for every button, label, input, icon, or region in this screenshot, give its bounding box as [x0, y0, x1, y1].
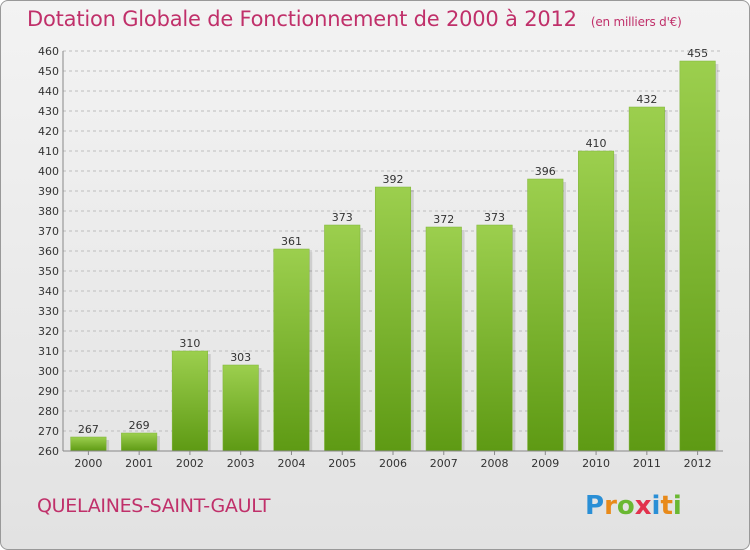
y-axis: 260 270 280 290 300 310 320 330 340 350 360 370 380 3…	[38, 45, 64, 458]
bar-value-label: 269	[129, 419, 150, 432]
x-tick-label: 2006	[379, 457, 407, 470]
bar-value-label: 373	[484, 211, 505, 224]
bar-value-label: 267	[78, 423, 99, 436]
y-tick-label: 370	[38, 225, 59, 238]
bar-2004[interactable]	[273, 248, 310, 452]
y-tick-label: 330	[38, 305, 59, 318]
bar-2002[interactable]	[171, 350, 208, 452]
x-tick-label: 2001	[125, 457, 153, 470]
x-tick-label: 2002	[176, 457, 204, 470]
chart-title-text: Dotation Globale de Fonctionnement de 20…	[27, 7, 577, 31]
y-tick-label: 350	[38, 265, 59, 278]
x-tick-label: 2011	[633, 457, 661, 470]
y-tick-label: 270	[38, 425, 59, 438]
bar-value-label: 373	[332, 211, 353, 224]
x-tick-label: 2003	[227, 457, 255, 470]
bar-2008[interactable]	[476, 224, 513, 452]
bar-value-label: 310	[179, 337, 200, 350]
proxiti-logo[interactable]: Proxiti	[585, 491, 682, 521]
commune-name: QUELAINES-SAINT-GAULT	[37, 495, 271, 517]
bar-value-label: 396	[535, 165, 556, 178]
x-tick-label: 2007	[430, 457, 458, 470]
y-tick-label: 420	[38, 125, 59, 138]
x-tick-label: 2010	[582, 457, 610, 470]
y-tick-label: 340	[38, 285, 59, 298]
bar-2012[interactable]	[679, 60, 716, 452]
y-tick-label: 430	[38, 105, 59, 118]
bar-2005[interactable]	[324, 224, 361, 452]
y-tick-label: 410	[38, 145, 59, 158]
bar-2006[interactable]	[374, 186, 412, 452]
bar-value-label: 432	[636, 93, 657, 106]
y-tick-label: 320	[38, 325, 59, 338]
bar-2011[interactable]	[628, 106, 665, 452]
x-tick-label: 2000	[74, 457, 102, 470]
y-tick-label: 380	[38, 205, 59, 218]
x-tick-label: 2008	[481, 457, 509, 470]
x-tick-label: 2012	[684, 457, 712, 470]
bar-2000[interactable]	[70, 436, 107, 452]
y-tick-label: 360	[38, 245, 59, 258]
bar-value-label: 410	[586, 137, 607, 150]
bar-value-label: 392	[383, 173, 404, 186]
y-tick-label: 400	[38, 165, 59, 178]
bar-2010[interactable]	[578, 150, 615, 452]
x-tick-label: 2004	[277, 457, 305, 470]
bar-value-label: 361	[281, 235, 302, 248]
bar-2009[interactable]	[527, 178, 564, 452]
bar-2001[interactable]	[121, 432, 158, 452]
y-tick-label: 460	[38, 45, 59, 58]
x-tick-label: 2009	[531, 457, 559, 470]
y-tick-label: 300	[38, 365, 59, 378]
y-tick-label: 440	[38, 85, 59, 98]
y-tick-label: 390	[38, 185, 59, 198]
bar-value-label: 303	[230, 351, 251, 364]
y-tick-label: 310	[38, 345, 59, 358]
chart-title: Dotation Globale de Fonctionnement de 20…	[27, 7, 682, 31]
bar-2007[interactable]	[425, 226, 462, 452]
y-tick-label: 450	[38, 65, 59, 78]
y-tick-label: 260	[38, 445, 59, 458]
chart-subtitle: (en milliers d'€)	[590, 15, 682, 29]
bar-value-label: 455	[687, 47, 708, 60]
bar-value-label: 372	[433, 213, 454, 226]
y-tick-label: 290	[38, 385, 59, 398]
bars: 267 269 310 303 361 373 392 372 373 396 410 432 455	[70, 47, 719, 452]
bar-2003[interactable]	[222, 364, 259, 452]
y-tick-label: 280	[38, 405, 59, 418]
x-tick-label: 2005	[328, 457, 356, 470]
x-axis: 2000 2001 2002 2003 2004 2005 2006 2007 2008 2009…	[63, 450, 723, 470]
